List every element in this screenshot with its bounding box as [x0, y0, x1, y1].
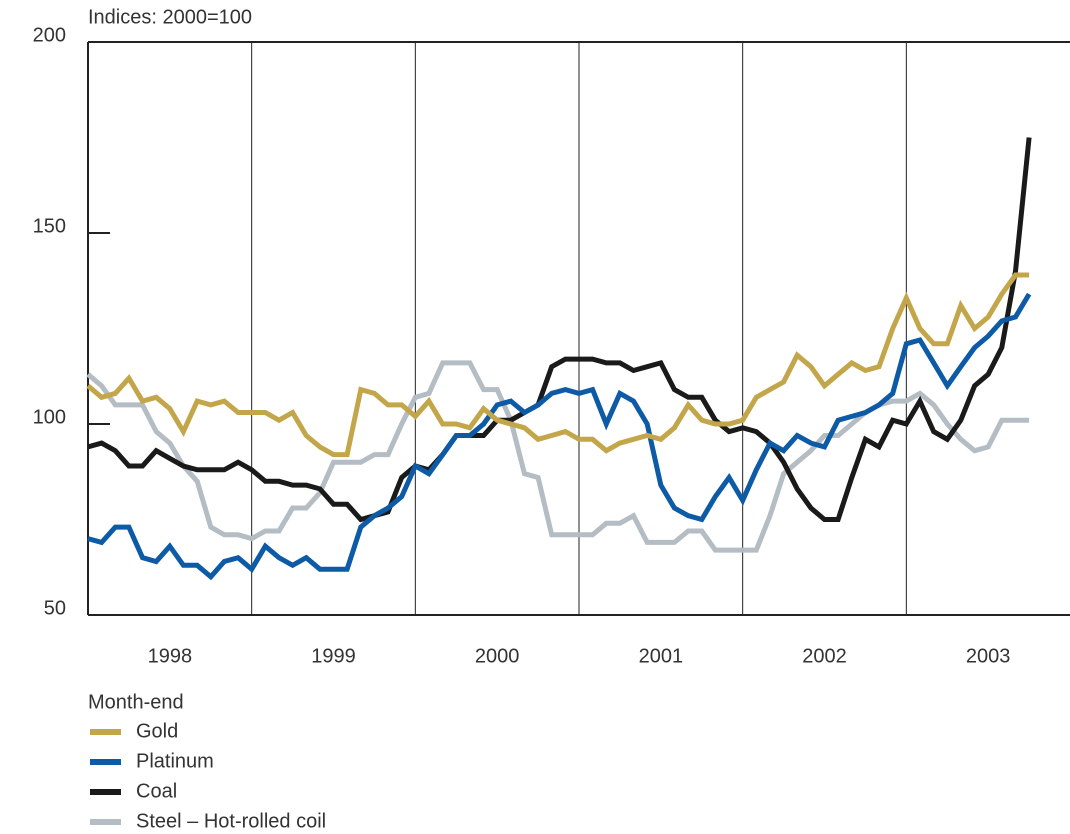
y-tick-label: 200 — [33, 24, 66, 46]
series-line — [86, 272, 1030, 458]
x-tick-label: 1999 — [311, 645, 356, 667]
y-tick-label: 150 — [33, 215, 66, 237]
x-tick-label: 2003 — [966, 645, 1011, 667]
y-tick-label: 50 — [44, 597, 66, 619]
series-line — [87, 292, 1032, 581]
x-tick-label: 1998 — [148, 645, 193, 667]
legend-title: Month-end — [88, 691, 184, 713]
x-tick-label: 2001 — [639, 645, 684, 667]
series-line — [87, 137, 1032, 523]
x-tick-label: 2000 — [475, 645, 520, 667]
legend-label: Gold — [136, 720, 178, 742]
legend-label: Coal — [136, 780, 177, 802]
y-axis-label: Indices: 2000=100 — [88, 6, 252, 28]
x-tick-label: 2002 — [802, 645, 847, 667]
legend-label: Platinum — [136, 750, 214, 772]
legend-label: Steel – Hot-rolled coil — [136, 810, 326, 832]
y-tick-label: 100 — [33, 406, 66, 428]
